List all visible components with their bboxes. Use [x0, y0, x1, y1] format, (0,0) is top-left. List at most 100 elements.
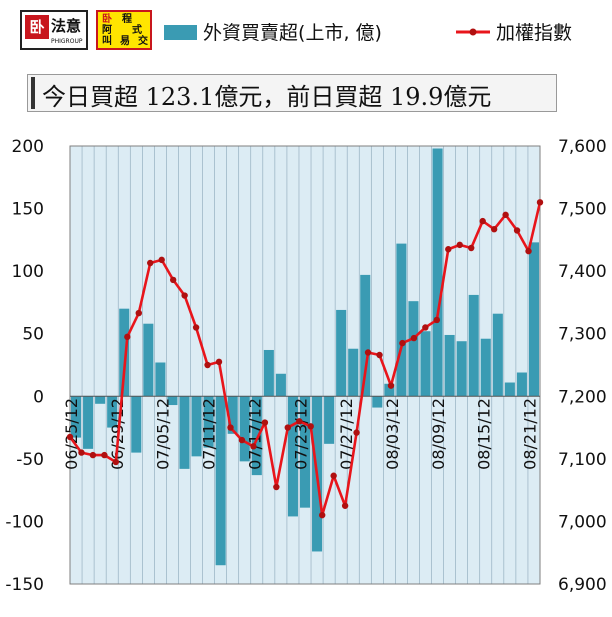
x-tick-label: 07/17/12 — [245, 398, 264, 470]
index-point — [479, 217, 486, 225]
bar — [444, 334, 455, 397]
y-left-tick-label: 50 — [22, 325, 44, 345]
index-point — [158, 256, 165, 264]
index-point — [112, 458, 120, 466]
index-point — [284, 424, 292, 431]
bar — [360, 274, 371, 397]
banner: 今日買超 123.1億元，前日買超 19.9億元 — [27, 74, 557, 112]
y-right-tick-label: 7,300 — [558, 325, 607, 345]
y-left-tick-label: 0 — [33, 387, 44, 407]
bar — [432, 148, 443, 397]
x-tick-label: 06/25/12 — [62, 398, 81, 470]
index-point — [318, 511, 326, 519]
bar — [372, 396, 383, 408]
bar — [83, 396, 94, 449]
logo-mark: 卧 — [25, 15, 49, 39]
bar — [287, 396, 298, 517]
x-tick-label: 07/11/12 — [200, 398, 219, 470]
bar — [227, 396, 238, 434]
bar — [492, 313, 503, 397]
bar — [504, 382, 515, 397]
index-point — [124, 333, 131, 341]
index-point — [215, 358, 223, 366]
y-left-tick-label: 100 — [12, 262, 44, 282]
bar — [167, 396, 178, 406]
index-point — [536, 199, 544, 206]
index-point — [192, 324, 200, 331]
bar — [275, 373, 286, 397]
bar — [203, 396, 214, 448]
logo-sub: PHIGROUP — [51, 38, 83, 45]
logo2-char-4: 式 — [132, 25, 142, 36]
index-point — [445, 246, 452, 253]
y-right-tick-label: 6,900 — [558, 575, 607, 595]
bar — [251, 396, 262, 476]
bar — [384, 383, 395, 397]
bar — [299, 396, 311, 508]
bar — [107, 396, 118, 428]
index-point — [341, 502, 349, 509]
legend-bar: 外資買賣超(上市, 億) — [164, 18, 382, 45]
index-point — [502, 211, 509, 219]
y-right-tick-label: 7,200 — [558, 387, 607, 407]
index-point — [456, 241, 463, 249]
logo2-char-5: 叫 — [102, 36, 112, 47]
index-point — [135, 309, 142, 317]
y-right-tick-label: 7,400 — [558, 262, 607, 282]
bar — [516, 372, 527, 397]
bar — [408, 301, 419, 397]
index-point — [78, 449, 85, 456]
index-point — [273, 483, 280, 491]
program-trading-logo: 卧 程 阿 式 叫 交 易 — [96, 10, 152, 50]
bar — [263, 349, 274, 397]
bar — [324, 396, 335, 444]
index-point — [525, 247, 532, 255]
bar — [528, 242, 539, 397]
index-point — [261, 419, 269, 426]
bar — [155, 362, 166, 397]
index-point — [330, 472, 337, 479]
index-point — [307, 423, 314, 430]
x-tick-label: 07/05/12 — [154, 398, 173, 470]
index-point — [410, 334, 418, 342]
bar — [119, 308, 130, 397]
index-point — [387, 382, 395, 389]
index-point — [250, 443, 257, 450]
index-point — [181, 292, 188, 299]
x-tick-label: 07/27/12 — [337, 398, 356, 470]
index-point — [376, 351, 383, 359]
index-point — [169, 276, 177, 284]
bar — [179, 396, 190, 469]
bar — [396, 243, 407, 397]
bar — [131, 396, 142, 453]
x-tick-label: 08/09/12 — [429, 398, 448, 470]
y-left-tick-label: 150 — [12, 200, 44, 220]
y-left-tick-label: 200 — [12, 137, 44, 157]
bar — [71, 396, 82, 438]
bar — [456, 341, 467, 397]
logo2-char-3: 阿 — [102, 25, 112, 36]
bar — [348, 348, 359, 397]
y-left-tick-label: -150 — [5, 575, 44, 595]
logo-name: 法意 — [51, 17, 82, 35]
banner-bar — [31, 77, 35, 109]
index-point — [89, 451, 97, 459]
index-point — [433, 316, 441, 324]
index-point — [147, 259, 154, 267]
y-left-tick-label: -100 — [5, 512, 44, 532]
bar — [143, 323, 154, 397]
index-point — [296, 418, 303, 425]
logo2-char-6: 交 — [138, 36, 148, 47]
index-point — [490, 226, 498, 233]
index-point — [513, 227, 521, 234]
y-right-tick-label: 7,100 — [558, 450, 607, 470]
phigroup-logo: 卧 法意 PHIGROUP — [20, 10, 88, 50]
banner-text: 今日買超 123.1億元，前日買超 19.9億元 — [42, 83, 492, 111]
y-left-tick-label: -50 — [16, 450, 44, 470]
y-right-tick-label: 7,600 — [558, 137, 607, 157]
legend-line-label: 加權指數 — [496, 22, 573, 44]
bar — [336, 309, 347, 397]
bar — [480, 338, 491, 397]
index-point — [101, 451, 108, 459]
